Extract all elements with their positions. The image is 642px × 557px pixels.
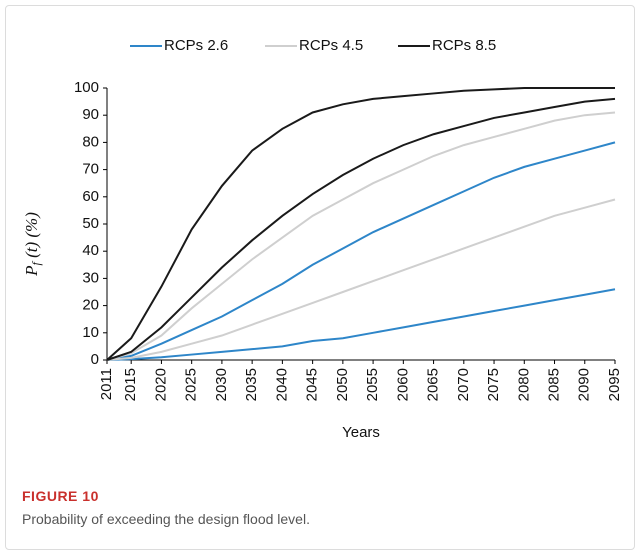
y-tick-label: 60	[82, 188, 99, 205]
x-tick-label: 2085	[545, 368, 562, 401]
series-line	[106, 288, 616, 361]
figure-caption: Probability of exceeding the design floo…	[22, 511, 310, 527]
x-tick-label: 2095	[606, 368, 623, 401]
x-tick-label: 2050	[334, 368, 351, 401]
y-tick-label: 100	[74, 79, 99, 96]
legend-label: RCPs 8.5	[432, 37, 496, 54]
x-tick-label: 2040	[273, 368, 290, 401]
figure-card	[5, 5, 635, 550]
y-tick-label: 10	[82, 324, 99, 341]
x-tick-label: 2060	[394, 368, 411, 401]
series-line	[106, 111, 616, 361]
legend-label: RCPs 4.5	[299, 37, 363, 54]
x-tick-label: 2080	[515, 368, 532, 401]
x-tick-label: 2045	[304, 368, 321, 401]
y-tick-label: 90	[82, 106, 99, 123]
x-tick-label: 2030	[213, 368, 230, 401]
y-tick-label: 30	[82, 269, 99, 286]
x-tick-label: 2015	[122, 368, 139, 401]
chart: Pf (t) (%) Years 01020304050607080901002…	[22, 37, 623, 441]
y-label-sub: f	[29, 260, 43, 265]
x-tick-label: 2020	[152, 368, 169, 401]
series-line	[106, 97, 616, 361]
y-tick-label: 70	[82, 161, 99, 178]
series-line	[106, 87, 615, 361]
x-tick-label: 2055	[364, 368, 381, 401]
y-axis-label: Pf (t) (%)	[22, 212, 43, 277]
y-tick-label: 40	[82, 242, 99, 259]
x-tick-label: 2070	[455, 368, 472, 401]
x-tick-label: 2011	[98, 368, 115, 400]
series-line	[106, 141, 616, 361]
figure-label: FIGURE 10	[22, 488, 99, 504]
x-tick-label: 2035	[243, 368, 260, 401]
series-line	[106, 198, 616, 361]
y-tick-label: 0	[91, 351, 99, 368]
legend-label: RCPs 2.6	[164, 37, 228, 54]
x-tick-label: 2065	[425, 368, 442, 401]
x-tick-label: 2075	[485, 368, 502, 401]
y-tick-label: 50	[82, 215, 99, 232]
x-tick-label: 2090	[576, 368, 593, 401]
y-tick-label: 80	[82, 133, 99, 150]
x-axis-label: Years	[342, 424, 380, 441]
y-label-rest: (t) (%)	[22, 212, 41, 262]
y-tick-label: 20	[82, 297, 99, 314]
x-tick-label: 2025	[183, 368, 200, 401]
y-label-main: P	[22, 265, 41, 276]
